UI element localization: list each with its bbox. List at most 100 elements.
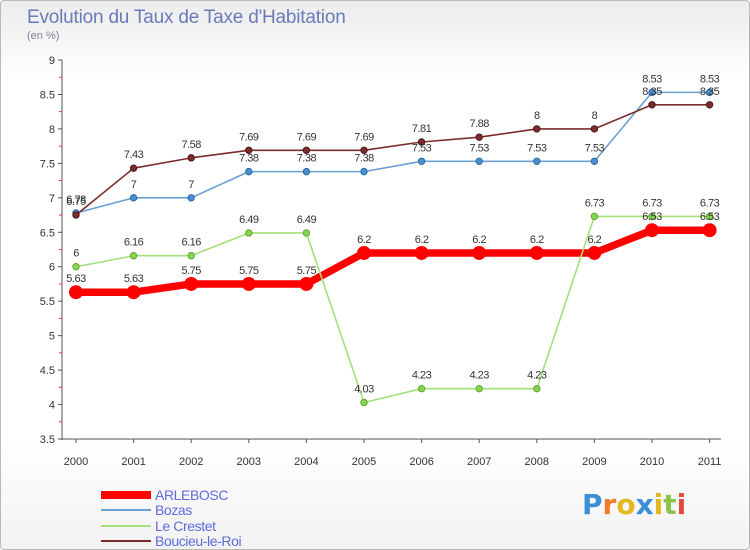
data-point-boucieu-le-roi bbox=[533, 125, 541, 133]
data-label-boucieu-le-roi: 7.69 bbox=[297, 131, 317, 143]
data-point-arlebosc bbox=[299, 276, 314, 291]
x-tick-label: 2011 bbox=[698, 456, 722, 468]
proxiti-logo: Proxiti bbox=[582, 488, 686, 521]
data-point-le-crestet bbox=[360, 398, 368, 407]
data-label-arlebosc: 5.75 bbox=[239, 265, 259, 277]
series-line-le-crestet bbox=[75, 215, 711, 404]
data-point-boucieu-le-roi bbox=[475, 133, 483, 141]
data-label-le-crestet: 6.73 bbox=[642, 197, 662, 209]
data-label-bozas: 7 bbox=[131, 179, 137, 191]
data-label-le-crestet: 6.49 bbox=[239, 214, 259, 226]
data-label-le-crestet: 6.49 bbox=[297, 214, 317, 226]
legend-swatch bbox=[101, 509, 151, 512]
data-label-boucieu-le-roi: 7.88 bbox=[469, 118, 489, 130]
data-label-boucieu-le-roi: 6.75 bbox=[66, 196, 86, 208]
x-tick-label: 2005 bbox=[352, 456, 376, 468]
data-point-boucieu-le-roi bbox=[302, 146, 311, 154]
data-point-bozas bbox=[245, 167, 253, 176]
y-tick-label: 4 bbox=[49, 400, 55, 412]
data-point-bozas bbox=[590, 157, 599, 165]
data-label-arlebosc: 6.53 bbox=[700, 211, 720, 223]
data-point-boucieu-le-roi bbox=[187, 154, 195, 162]
data-point-arlebosc bbox=[241, 276, 256, 291]
data-label-arlebosc: 6.2 bbox=[530, 234, 544, 246]
logo-letter: x bbox=[635, 488, 654, 521]
data-label-bozas: 8.53 bbox=[642, 73, 662, 85]
data-point-bozas bbox=[475, 157, 483, 165]
x-tick-label: 2004 bbox=[294, 456, 318, 468]
data-point-arlebosc bbox=[184, 276, 199, 291]
data-label-le-crestet: 4.23 bbox=[527, 370, 547, 382]
series-line-arlebosc bbox=[72, 226, 714, 296]
logo-letter: i bbox=[676, 488, 687, 521]
data-label-bozas: 7.38 bbox=[354, 153, 374, 165]
data-point-bozas bbox=[533, 157, 541, 165]
data-label-bozas: 7.38 bbox=[297, 153, 317, 165]
chart-title: Evolution du Taux de Taxe d'Habitation bbox=[27, 7, 346, 28]
y-tick-label: 8.5 bbox=[40, 89, 55, 101]
data-point-arlebosc bbox=[357, 245, 371, 260]
x-tick-label: 2008 bbox=[525, 456, 549, 468]
logo-letter: i bbox=[653, 488, 664, 521]
data-label-le-crestet: 4.23 bbox=[469, 370, 489, 382]
data-label-boucieu-le-roi: 7.69 bbox=[354, 131, 374, 143]
data-point-le-crestet bbox=[648, 212, 656, 221]
legend-label: Boucieu-le-Roi bbox=[155, 533, 242, 550]
logo-letter: o bbox=[616, 488, 636, 521]
data-label-le-crestet: 4.23 bbox=[412, 370, 432, 382]
data-point-le-crestet bbox=[302, 229, 311, 237]
data-label-le-crestet: 6.16 bbox=[124, 237, 144, 249]
data-point-arlebosc bbox=[645, 223, 659, 238]
data-point-le-crestet bbox=[187, 252, 195, 260]
data-point-le-crestet bbox=[475, 384, 483, 393]
data-point-le-crestet bbox=[705, 212, 714, 221]
x-tick-label: 2009 bbox=[582, 456, 606, 468]
logo-letter: P bbox=[582, 488, 603, 521]
y-tick-label: 7 bbox=[49, 193, 55, 205]
data-label-arlebosc: 6.2 bbox=[472, 234, 486, 246]
data-label-arlebosc: 5.63 bbox=[66, 273, 86, 285]
x-tick-label: 2000 bbox=[64, 456, 88, 468]
data-label-le-crestet: 6.73 bbox=[585, 197, 605, 209]
logo-letter: t bbox=[663, 488, 677, 521]
data-point-arlebosc bbox=[472, 245, 487, 260]
data-label-bozas: 7 bbox=[188, 179, 194, 191]
data-label-boucieu-le-roi: 8.35 bbox=[700, 86, 720, 98]
data-point-bozas bbox=[417, 157, 426, 165]
data-label-arlebosc: 5.75 bbox=[181, 265, 201, 277]
x-tick-label: 2007 bbox=[467, 456, 491, 468]
legend-label: Le Crestet bbox=[155, 517, 216, 534]
y-tick-label: 4.5 bbox=[40, 365, 55, 377]
data-label-le-crestet: 6.73 bbox=[700, 197, 720, 209]
x-tick-label: 2001 bbox=[121, 456, 145, 468]
data-label-arlebosc: 6.2 bbox=[357, 234, 371, 246]
legend-item-bozas: Bozas bbox=[101, 502, 241, 519]
x-tick-label: 2006 bbox=[409, 456, 433, 468]
y-tick-label: 9 bbox=[49, 55, 55, 67]
legend-item-arlebosc: ARLEBOSC bbox=[101, 487, 241, 503]
legend-item-le-crestet: Le Crestet bbox=[101, 518, 241, 534]
data-point-bozas bbox=[302, 167, 311, 176]
legend-label: Bozas bbox=[155, 502, 192, 519]
data-point-le-crestet bbox=[533, 384, 541, 393]
data-point-boucieu-le-roi bbox=[72, 211, 80, 219]
data-label-le-crestet: 6.16 bbox=[181, 237, 201, 249]
data-label-bozas: 7.53 bbox=[527, 142, 547, 154]
data-label-arlebosc: 6.2 bbox=[588, 234, 602, 246]
data-label-arlebosc: 5.75 bbox=[297, 265, 317, 277]
data-point-le-crestet bbox=[245, 229, 253, 237]
data-point-arlebosc bbox=[69, 285, 83, 300]
y-tick-label: 5 bbox=[49, 331, 55, 343]
data-label-boucieu-le-roi: 8.35 bbox=[642, 86, 662, 98]
data-label-arlebosc: 6.53 bbox=[642, 211, 662, 223]
data-point-arlebosc bbox=[414, 245, 429, 260]
legend-swatch bbox=[101, 540, 151, 543]
data-point-bozas bbox=[648, 88, 656, 97]
data-point-arlebosc bbox=[702, 223, 717, 238]
data-label-boucieu-le-roi: 8 bbox=[534, 110, 540, 122]
x-tick-label: 2010 bbox=[640, 456, 664, 468]
legend: ARLEBOSC Bozas Le Crestet Boucieu-le-Roi bbox=[101, 487, 242, 550]
data-label-bozas: 8.53 bbox=[700, 73, 720, 85]
data-point-bozas bbox=[705, 88, 714, 97]
